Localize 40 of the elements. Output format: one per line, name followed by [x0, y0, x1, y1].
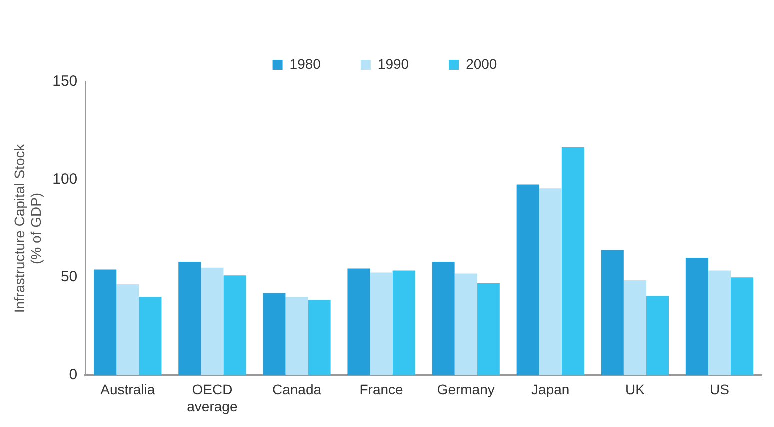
bar — [432, 262, 455, 376]
bar — [139, 297, 162, 376]
legend-label: 1990 — [378, 56, 410, 72]
x-tick-label: US — [710, 382, 730, 398]
bar — [370, 272, 393, 376]
x-tick-label: Australia — [100, 382, 156, 398]
bar — [348, 268, 370, 376]
x-tick-label: UK — [625, 382, 646, 398]
y-tick-label: 0 — [69, 366, 78, 384]
bar — [201, 268, 224, 376]
bar — [286, 297, 308, 376]
legend-label: 1980 — [290, 56, 322, 72]
x-tick-label: Canada — [272, 382, 322, 398]
bar — [224, 276, 246, 376]
legend-label: 2000 — [466, 56, 498, 72]
bar — [116, 284, 140, 376]
x-tick-label: Germany — [437, 382, 495, 398]
bar — [477, 283, 500, 376]
bar — [263, 293, 286, 376]
bar — [94, 270, 117, 376]
bar — [562, 148, 584, 376]
x-tick-label: OECD average — [187, 382, 238, 414]
bar — [601, 250, 624, 376]
bar — [392, 270, 416, 376]
x-tick-label: Japan — [532, 382, 570, 398]
y-tick-label: 50 — [60, 268, 78, 286]
bar — [454, 274, 478, 376]
bar — [539, 188, 562, 376]
bar — [624, 280, 646, 376]
bar — [516, 184, 540, 376]
y-tick-label: 100 — [52, 170, 78, 188]
bar — [731, 278, 754, 376]
y-axis-title: Infrastructure Capital Stock (% of GDP) — [11, 143, 44, 314]
bar — [686, 258, 708, 376]
bar — [178, 262, 202, 376]
bar — [646, 296, 669, 376]
bar — [708, 270, 731, 376]
x-tick-label: France — [360, 382, 404, 398]
bar — [308, 300, 331, 376]
y-tick-label: 150 — [52, 73, 78, 90]
